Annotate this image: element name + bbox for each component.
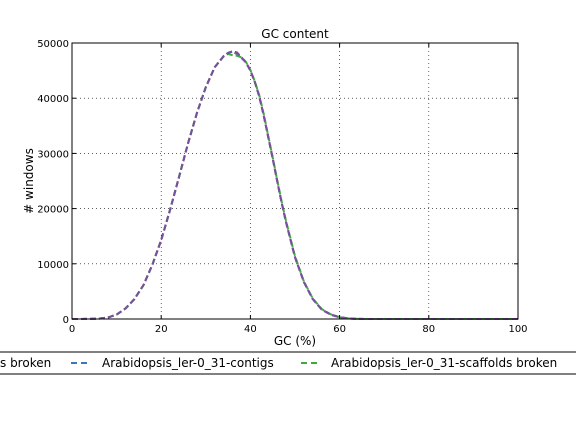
y-axis-ticks: 0 10000 20000 30000 40000 50000 [37,39,518,326]
x-tick-label: 100 [508,324,527,335]
legend: s broken Arabidopsis_ler-0_31-contigs Arab… [0,351,576,375]
y-tick-label: 50000 [37,39,69,50]
legend-label: Arabidopsis_ler-0_31-scaffolds broken [331,356,557,370]
y-tick-label: 20000 [37,205,69,216]
y-axis-label: # windows [22,148,36,214]
x-tick-label: 40 [244,324,257,335]
legend-label: Arabidopsis_ler-0_31-contigs [102,356,274,370]
grid-lines [72,43,518,319]
y-tick-label: 30000 [37,149,69,160]
plot-frame [71,42,519,320]
x-tick-label: 20 [155,324,168,335]
series-line-1 [72,50,518,320]
y-tick-label: 40000 [37,94,69,105]
y-tick-label: 0 [63,315,69,326]
series-line-2 [72,52,518,320]
x-tick-label: 80 [422,324,435,335]
series-line-3 [72,50,518,320]
chart-title: GC content [261,27,329,41]
series-line-0 [72,50,518,320]
legend-label: s broken [0,356,51,370]
x-tick-label: 60 [333,324,346,335]
x-axis-label: GC (%) [274,334,316,348]
x-axis-ticks: 0 20 40 60 80 100 [69,43,528,335]
x-tick-label: 0 [69,324,75,335]
legend-frame [0,351,576,375]
series-lines [72,50,518,320]
y-tick-label: 10000 [37,260,69,271]
